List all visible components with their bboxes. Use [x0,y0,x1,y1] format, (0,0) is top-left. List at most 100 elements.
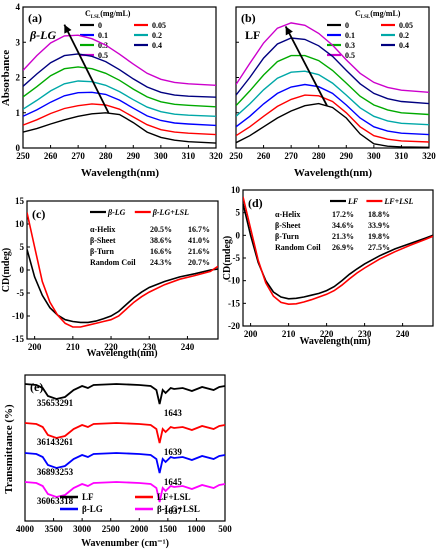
panel-b-xtick-label: 260 [257,151,271,161]
panel-a-legend-entry: 0.05 [152,21,166,30]
panel-d-table-value: 26.9% [332,243,354,252]
panel-e-series-β-LG+LSL [24,481,226,503]
panel-c-table-value: 20.7% [188,258,210,267]
panel-d-ytick-label: -15 [228,298,240,308]
panel-d-xtick-label: 240 [396,329,410,339]
panel-b-legend-entry: 0 [345,21,349,30]
panel-a-xtick-label: 260 [44,151,58,161]
panel-d-table-row-label: Random Coil [275,243,321,252]
panel-c-table-row-label: Random Coil [90,258,136,267]
panel-a-series-0.3 [23,66,216,108]
panel-a-trend-arrowhead [64,24,72,34]
panel-b-series-0 [236,102,429,148]
panel-e-legend-entry: LF+LSL [157,492,191,502]
panel-d-ytick-label: -20 [228,321,240,331]
panel-c-ytick-label: -10 [12,311,24,321]
panel-e-band-label: 3606 [37,496,56,506]
panel-d-ylabel: CD(mdeg) [222,236,233,280]
panel-e-xtick-label: 500 [218,524,232,534]
panel-e-band-label: 3565 [37,398,56,408]
panel-c-legend-entry: β-LG+LSL [152,208,189,217]
panel-b-legend-entry: 0.2 [399,31,409,40]
panel-b-legend-entry: 0.5 [345,51,355,60]
panel-c-label: (c) [32,207,45,221]
panel-a-legend-entry: 0.1 [98,31,108,40]
panel-b-trend-arrowhead [285,26,293,36]
panel-d-plot: 200 210 220 230 240 -20 -15 -10 -5 0 5 10 [228,185,433,339]
panel-c-xtick-label: 200 [28,342,42,352]
panel-a-xtick-label: 250 [16,151,30,161]
panel-c-ytick-label: -5 [17,288,25,298]
panel-d: (d) LF LF+LSL α-Helix 17.2% 18.8% β-Sheet 34.… [222,185,434,347]
panel-c-series-β-LG+LSL [27,212,218,328]
panel-c-legend-entry: β-LG [107,208,126,217]
panel-e-band-label: 3253 [55,467,74,477]
panel-d-legend-entry: LF [347,197,359,206]
panel-a-xtick-label: 320 [209,151,223,161]
panel-c-table-value: 38.6% [150,236,172,245]
panel-b-series-0.05 [236,94,429,143]
panel-d-table: α-Helix 17.2% 18.8% β-Sheet 34.6% 33.9% β-Turn… [275,210,390,252]
panel-e-series-LF [24,383,226,405]
panel-b-legend: 0 0.05 0.1 0.2 0.3 0.4 0.5 [327,21,413,60]
panel-a-ytick-label: 1 [16,108,21,118]
panel-a-label: (a) [28,11,42,25]
panel-b-legend-title: CLSL(mg/mL) [355,9,401,20]
panel-d-table-value: 19.8% [368,232,390,241]
panel-a-xtick-label: 310 [182,151,196,161]
panel-b: (b) LF CLSL(mg/mL) 0 0.050.1 0.20.3 0.40.5 … [229,6,436,179]
panel-e-band-label: 3291 [55,398,74,408]
panel-d-ytick-label: 5 [236,208,241,218]
panel-a-xtick-label: 290 [127,151,141,161]
panel-b-plot: 250 260 270 280 290 300 310 320 [229,6,436,161]
panel-b-xtick-label: 270 [284,151,298,161]
panel-d-ytick-label: -5 [233,253,241,263]
panel-c-ytick-label: 15 [15,196,25,206]
panel-c-ylabel: CD(mdeg) [1,248,12,292]
panel-d-ytick-label: 0 [236,230,241,240]
panel-e-xtick-label: 2000 [130,524,149,534]
panel-b-series-0.5 [236,22,429,93]
panel-b-legend-entry: 0.4 [399,41,409,50]
panel-b-xtick-label: 320 [422,151,436,161]
panel-e-legend-entry: LF [82,492,94,502]
panel-a-trend-arrow [63,24,110,114]
panel-d-xlabel: Wavelength(nm) [299,336,370,347]
panel-a-series-0.2 [23,80,216,117]
panel-b-series-0.1 [236,83,429,136]
panel-a-ytick-label: 0 [16,143,21,153]
panel-e-xlabel: Wavenumber (cm⁻¹) [81,538,169,549]
panel-c-table-value: 20.5% [150,225,172,234]
panel-e-legend-entry: β-LG+LSL [157,504,200,514]
panel-c-table-row-label: α-Helix [90,225,115,234]
panel-a-xtick-label: 270 [71,151,85,161]
panel-d-legend-entry: LF+LSL [383,197,413,206]
panel-e-xtick-label: 4000 [16,524,35,534]
panel-c-xlabel: Wavelength(nm) [86,348,157,359]
panel-d-ytick-label: -10 [228,276,240,286]
panel-d-table-value: 34.6% [332,221,354,230]
panel-e-band-label: 3318 [55,496,74,506]
panel-d-label: (d) [248,196,263,210]
panel-d-table-value: 27.5% [368,243,390,252]
panel-e-label: (e) [30,380,43,394]
panel-e-band-label: 1643 [164,408,183,418]
panel-a-series-0.5 [23,34,216,86]
panel-d-xtick-label: 220 [320,329,334,339]
panel-e-xtick-label: 3500 [45,524,64,534]
panel-b-legend-entry: 0.1 [345,31,355,40]
panel-b-xtick-label: 250 [229,151,243,161]
panel-c-xtick-label: 210 [66,342,80,352]
panel-c-xtick-label: 240 [181,342,195,352]
panel-a-legend-entry: 0.2 [152,31,162,40]
panel-b-trend-arrow [284,25,328,107]
panel-b-label: (b) [241,11,256,25]
panel-a-plot: 250 260 270 280 290 300 310 320 0 1 2 3 4 [16,2,224,161]
panel-a-legend-entry: 0.4 [152,41,162,50]
panel-c-table-row-label: β-Turn [90,247,114,256]
panel-b-series-0.2 [236,70,429,126]
panel-e-xtick-label: 2500 [102,524,121,534]
panel-b-xtick-label: 310 [395,151,409,161]
panel-a-series-0.05 [23,103,216,136]
